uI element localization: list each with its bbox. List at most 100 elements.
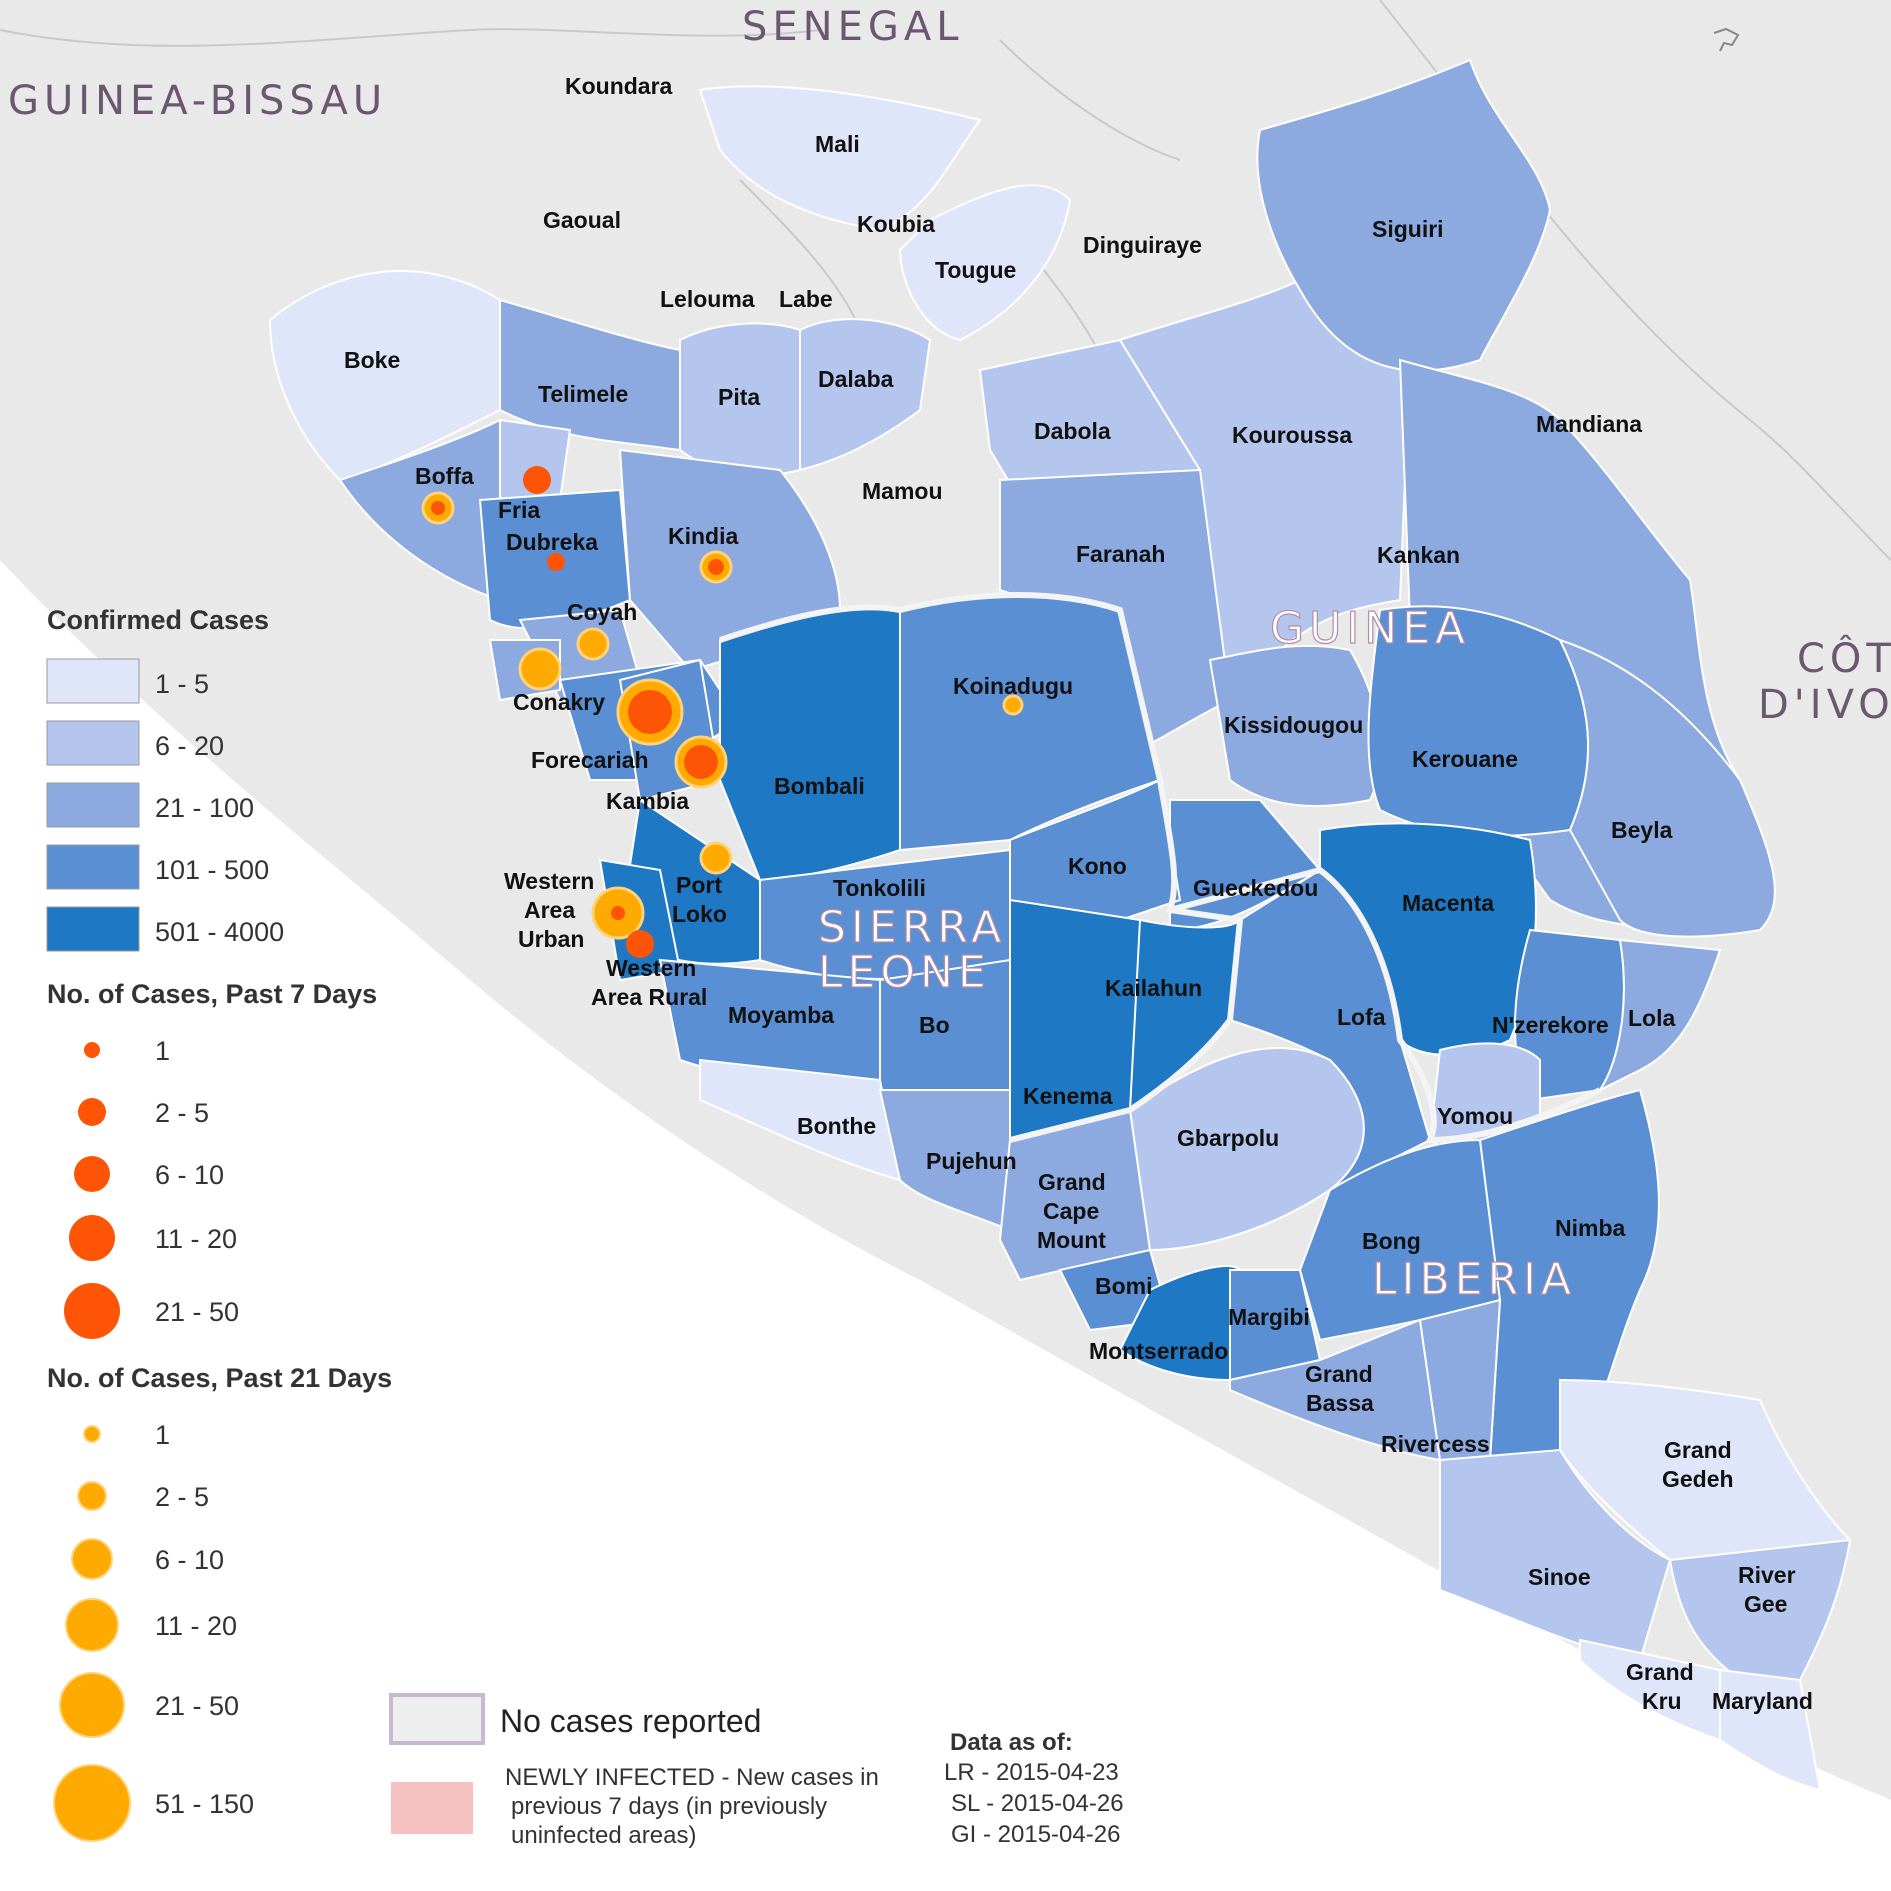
legend-past21-dot-4 [65, 1598, 119, 1652]
legend-past7-dot-2 [78, 1098, 106, 1126]
label-area-rural: Area Rural [591, 984, 707, 1010]
label-dabola: Dabola [1034, 418, 1111, 444]
region-bonthe [699, 1058, 902, 1182]
label-telimele: Telimele [538, 381, 628, 407]
legend-past21-2: 2 - 5 [155, 1482, 209, 1512]
label-faranah: Faranah [1076, 541, 1165, 567]
label-grand-4: Grand [1626, 1659, 1694, 1685]
legend-past7-5: 21 - 50 [155, 1297, 239, 1327]
label-lelouma: Lelouma [660, 286, 755, 312]
label-rivercess: Rivercess [1381, 1431, 1490, 1457]
label-yomou: Yomou [1437, 1103, 1513, 1129]
past7-western-rural [626, 930, 654, 958]
sea [0, 560, 1891, 1891]
label-gueckedou: Gueckedou [1193, 875, 1318, 901]
data-as-of-gi: GI - 2015-04-26 [951, 1821, 1120, 1848]
country-leone: LEONE [818, 947, 991, 998]
label-kindia: Kindia [668, 523, 738, 549]
legend-swatch-6-20 [46, 720, 140, 766]
country-liberia: LIBERIA [1372, 1254, 1576, 1305]
label-bombali: Bombali [774, 773, 865, 799]
legend-past21-1: 1 [155, 1420, 170, 1450]
label-labe: Labe [779, 286, 833, 312]
label-bassa: Bassa [1306, 1390, 1374, 1416]
country-senegal: SENEGAL [742, 4, 964, 50]
data-as-of-sl: SL - 2015-04-26 [951, 1790, 1124, 1817]
label-bonthe: Bonthe [797, 1113, 876, 1139]
data-as-of-title: Data as of: [950, 1729, 1073, 1756]
label-boffa: Boffa [415, 463, 474, 489]
label-gee: Gee [1744, 1591, 1787, 1617]
label-tonkolili: Tonkolili [833, 875, 926, 901]
label-siguiri: Siguiri [1372, 216, 1444, 242]
legend-no-cases-label: No cases reported [500, 1703, 761, 1739]
legend-past7-dot-5 [64, 1283, 120, 1339]
region-beyla [1558, 638, 1776, 938]
legend-past21-title: No. of Cases, Past 21 Days [47, 1363, 392, 1393]
label-nzerekore: N'zerekore [1492, 1012, 1609, 1038]
label-dubreka: Dubreka [506, 529, 598, 555]
label-bomi: Bomi [1095, 1273, 1153, 1299]
legend-confirmed: Confirmed Cases 1 - 5 6 - 20 21 - 100 10… [46, 605, 284, 952]
past7-kambia [684, 745, 718, 779]
label-nimba: Nimba [1555, 1215, 1626, 1241]
legend-past7-3: 6 - 10 [155, 1160, 224, 1190]
legend-past21-dot-1 [83, 1425, 101, 1443]
past7-kindia [708, 559, 724, 575]
label-grand-1: Grand [1038, 1169, 1106, 1195]
past21-conakry [518, 647, 562, 691]
label-river: River [1738, 1562, 1796, 1588]
data-as-of-lr: LR - 2015-04-23 [944, 1759, 1119, 1786]
legend-confirmed-title: Confirmed Cases [47, 605, 269, 635]
label-mamou: Mamou [862, 478, 943, 504]
legend-confirmed-3: 21 - 100 [155, 793, 254, 823]
legend-past7-dot-4 [69, 1215, 115, 1261]
label-mount: Mount [1037, 1227, 1106, 1253]
label-sinoe: Sinoe [1528, 1564, 1591, 1590]
district-labels: Koundara Mali Gaoual Koubia Tougue Dingu… [344, 73, 1813, 1714]
legend-confirmed-5: 501 - 4000 [155, 917, 284, 947]
legend-newly-infected-line-1: NEWLY INFECTED - New cases in [505, 1764, 879, 1791]
legend-confirmed-2: 6 - 20 [155, 731, 224, 761]
country-guinea: GUINEA [1270, 603, 1470, 654]
label-bong: Bong [1362, 1228, 1421, 1254]
past7-western-urban [611, 906, 625, 920]
label-kankan: Kankan [1377, 542, 1460, 568]
legend-past7-2: 2 - 5 [155, 1098, 209, 1128]
label-kono: Kono [1068, 853, 1127, 879]
label-boke: Boke [344, 347, 400, 373]
legend-past7-dot-3 [74, 1156, 110, 1192]
liberia-counties [998, 868, 1852, 1792]
label-kru: Kru [1642, 1688, 1682, 1714]
legend-past21-6: 51 - 150 [155, 1789, 254, 1819]
region-mali [698, 85, 982, 232]
country-divo: D'IVO [1758, 682, 1891, 728]
legend-past7-dot-1 [84, 1042, 100, 1058]
label-cape: Cape [1043, 1198, 1099, 1224]
region-siguiri [1256, 58, 1552, 372]
past21-koinadugu [1002, 694, 1024, 716]
label-tougue: Tougue [935, 257, 1016, 283]
label-pita: Pita [718, 384, 760, 410]
label-koundara: Koundara [565, 73, 673, 99]
legend-past21-dot-2 [77, 1481, 107, 1511]
label-loko: Loko [672, 901, 727, 927]
map-marker-icon [1713, 27, 1740, 52]
legend-status: No cases reported NEWLY INFECTED - New c… [389, 1693, 879, 1849]
label-kailahun: Kailahun [1105, 975, 1202, 1001]
legend-confirmed-4: 101 - 500 [155, 855, 269, 885]
label-moyamba: Moyamba [728, 1002, 834, 1028]
label-gbarpolu: Gbarpolu [1177, 1125, 1279, 1151]
region-bombali [719, 606, 901, 882]
legend-newly-infected-line-2: previous 7 days (in previously [511, 1793, 827, 1820]
country-guinea-bissau: GUINEA-BISSAU [8, 78, 387, 124]
label-macenta: Macenta [1402, 890, 1494, 916]
legend-newly-infected-line-3: uninfected areas) [511, 1822, 696, 1849]
legend-past21: No. of Cases, Past 21 Days 1 2 - 5 6 - 1… [47, 1363, 392, 1842]
past7-dubreka [547, 553, 565, 571]
label-mandiana: Mandiana [1536, 411, 1642, 437]
legend-past7-1: 1 [155, 1036, 170, 1066]
legend-swatch-1-5 [46, 658, 140, 704]
legend-swatch-101-500 [46, 844, 140, 890]
label-kambia: Kambia [606, 788, 689, 814]
